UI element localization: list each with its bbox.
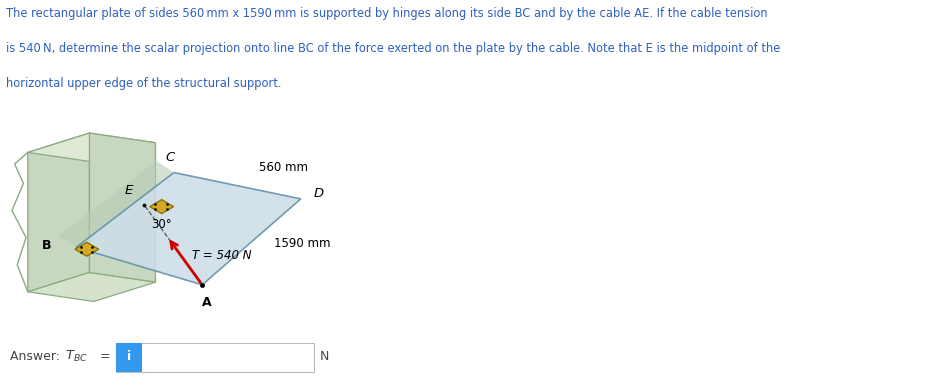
Polygon shape bbox=[28, 273, 155, 301]
FancyBboxPatch shape bbox=[116, 342, 142, 372]
Polygon shape bbox=[28, 133, 90, 292]
Text: N: N bbox=[320, 350, 329, 363]
Text: C: C bbox=[165, 151, 174, 164]
Polygon shape bbox=[59, 161, 174, 247]
Text: horizontal upper edge of the structural support.: horizontal upper edge of the structural … bbox=[6, 77, 282, 90]
Polygon shape bbox=[76, 172, 300, 285]
FancyBboxPatch shape bbox=[116, 342, 314, 372]
Text: $T_{BC}$: $T_{BC}$ bbox=[65, 349, 88, 364]
Polygon shape bbox=[150, 200, 173, 214]
Polygon shape bbox=[75, 242, 98, 256]
Text: E: E bbox=[125, 184, 134, 197]
Text: i: i bbox=[127, 350, 131, 363]
Text: 1590 mm: 1590 mm bbox=[273, 237, 330, 250]
Text: B: B bbox=[42, 239, 51, 252]
Text: 560 mm: 560 mm bbox=[259, 161, 308, 174]
Polygon shape bbox=[90, 133, 155, 282]
Text: is 540 N, determine the scalar projection onto line BC of the force exerted on t: is 540 N, determine the scalar projectio… bbox=[6, 42, 781, 55]
Text: =: = bbox=[100, 350, 110, 363]
Text: T = 540 N: T = 540 N bbox=[192, 249, 252, 262]
Text: The rectangular plate of sides 560 mm x 1590 mm is supported by hinges along its: The rectangular plate of sides 560 mm x … bbox=[6, 7, 768, 20]
Text: D: D bbox=[314, 186, 324, 200]
Text: 30°: 30° bbox=[151, 218, 171, 231]
Text: Answer:: Answer: bbox=[10, 350, 65, 363]
Text: A: A bbox=[202, 296, 212, 308]
Polygon shape bbox=[28, 133, 155, 162]
